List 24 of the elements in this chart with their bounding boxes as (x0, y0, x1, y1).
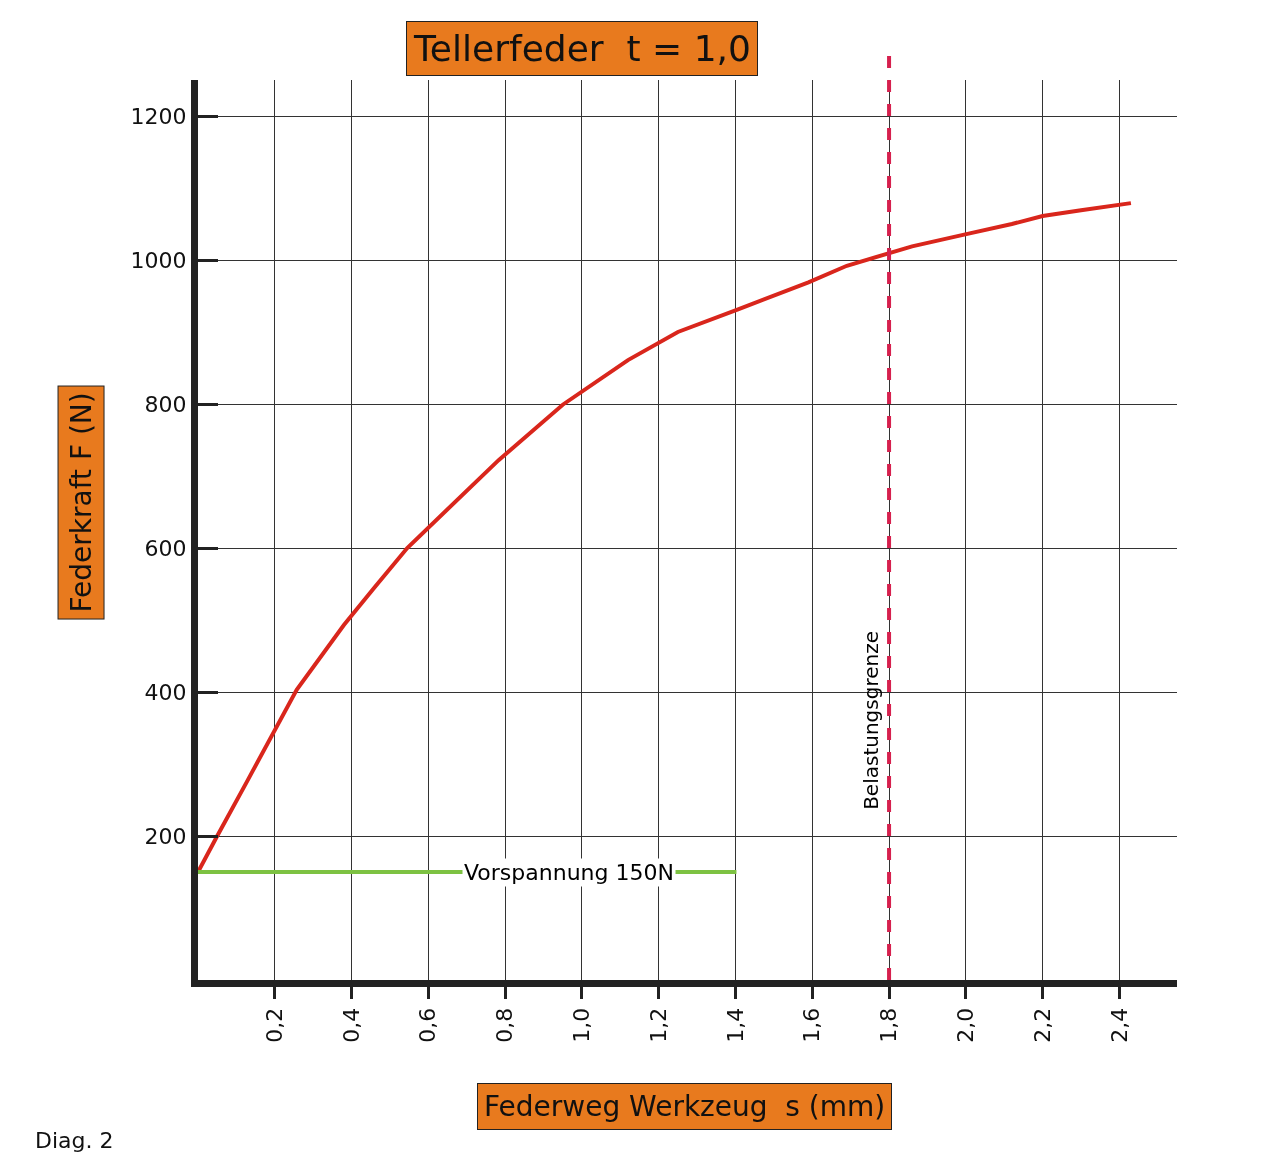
x-tick-label: 1,6 (799, 1007, 825, 1043)
x-tick-label: 1,4 (722, 1007, 748, 1043)
x-tick-label: 0,6 (415, 1007, 441, 1043)
x-tick-label: 1,8 (876, 1007, 902, 1043)
y-tick-label: 800 (144, 391, 187, 417)
y-tick-label: 600 (144, 535, 187, 561)
x-tick-label: 0,8 (492, 1007, 518, 1043)
y-tick-label: 1000 (130, 247, 187, 273)
x-tick-label: 0,4 (338, 1007, 364, 1043)
chart-title: Tellerfeder t = 1,0 (413, 28, 751, 69)
y-tick-label: 1200 (130, 103, 187, 129)
x-tick-label: 2,4 (1106, 1007, 1132, 1043)
y-tick-label: 200 (144, 823, 187, 849)
y-tick-label: 400 (144, 679, 187, 705)
y-axis-title: Federkraft F (N) (64, 392, 98, 613)
x-axis-title: Federweg Werkzeug s (mm) (484, 1090, 886, 1123)
x-tick-label: 1,0 (569, 1007, 595, 1043)
ref-line-label: Vorspannung 150N (464, 860, 674, 885)
x-tick-label: 2,0 (952, 1007, 978, 1043)
text: Diag. 2 (35, 1128, 114, 1153)
ref-line-label: Belastungsgrenze (859, 631, 884, 810)
x-tick-label: 0,2 (261, 1007, 287, 1043)
x-tick-label: 1,2 (645, 1007, 671, 1043)
x-tick-label: 2,2 (1029, 1007, 1055, 1043)
